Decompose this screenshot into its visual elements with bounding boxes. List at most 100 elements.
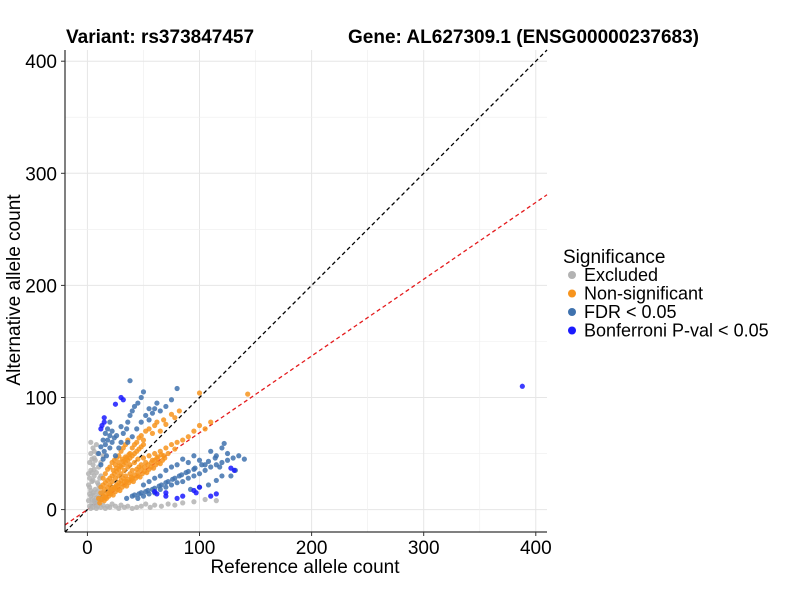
point-fdr-0-05: [185, 459, 191, 466]
point-bonferroni-p-val-0-05: [174, 495, 180, 501]
point-fdr-0-05: [213, 477, 219, 484]
point-excluded: [125, 503, 131, 509]
point-excluded: [158, 503, 164, 509]
point-fdr-0-05: [178, 472, 185, 478]
point-non-significant: [140, 441, 147, 448]
point-fdr-0-05: [101, 448, 107, 454]
point-fdr-0-05: [98, 444, 104, 450]
point-fdr-0-05: [208, 464, 214, 470]
point-non-significant: [174, 439, 180, 445]
point-fdr-0-05: [230, 455, 236, 461]
point-excluded: [191, 499, 197, 505]
point-excluded: [172, 502, 178, 508]
x-tick-label: 300: [408, 538, 440, 559]
point-fdr-0-05: [127, 412, 133, 419]
point-fdr-0-05: [180, 456, 186, 462]
point-fdr-0-05: [140, 389, 147, 395]
point-fdr-0-05: [185, 468, 191, 475]
point-non-significant: [134, 439, 140, 445]
point-bonferroni-p-val-0-05: [231, 467, 237, 473]
point-fdr-0-05: [157, 408, 163, 414]
point-excluded: [85, 482, 92, 488]
point-fdr-0-05: [221, 440, 227, 447]
legend-title: Significance: [563, 247, 665, 268]
point-fdr-0-05: [205, 458, 212, 464]
legend-key-non-significant: [568, 289, 576, 298]
point-excluded: [202, 496, 208, 503]
point-fdr-0-05: [168, 482, 175, 488]
point-excluded: [90, 445, 96, 451]
point-non-significant: [163, 421, 169, 427]
point-excluded: [180, 500, 186, 506]
point-bonferroni-p-val-0-05: [101, 415, 107, 421]
point-fdr-0-05: [165, 478, 171, 485]
point-fdr-0-05: [107, 419, 113, 425]
point-non-significant: [140, 455, 147, 461]
legend-label-non-significant: Non-significant: [584, 284, 703, 304]
point-fdr-0-05: [241, 456, 247, 462]
point-fdr-0-05: [202, 467, 208, 473]
point-fdr-0-05: [131, 403, 138, 410]
point-fdr-0-05: [163, 467, 169, 473]
point-non-significant: [168, 441, 175, 448]
point-fdr-0-05: [174, 385, 180, 392]
point-fdr-0-05: [100, 437, 106, 443]
data-points: [85, 378, 525, 512]
point-excluded: [147, 504, 153, 510]
point-fdr-0-05: [208, 448, 214, 454]
point-fdr-0-05: [163, 484, 169, 490]
point-excluded: [213, 498, 219, 504]
ratio-reference-line: [64, 194, 548, 526]
y-tick-label: 100: [25, 388, 57, 409]
point-fdr-0-05: [98, 462, 104, 468]
point-non-significant: [107, 464, 113, 470]
point-fdr-0-05: [131, 492, 138, 498]
x-tick-label: 100: [184, 538, 216, 559]
identity-reference-line: [64, 49, 548, 533]
point-fdr-0-05: [143, 412, 149, 419]
point-fdr-0-05: [138, 419, 144, 425]
point-fdr-0-05: [172, 475, 178, 481]
point-fdr-0-05: [154, 400, 160, 406]
point-fdr-0-05: [124, 495, 130, 501]
point-non-significant: [124, 455, 130, 461]
reference-lines: [64, 49, 548, 533]
point-non-significant: [152, 450, 158, 457]
point-fdr-0-05: [212, 455, 218, 461]
point-non-significant: [146, 453, 152, 459]
point-fdr-0-05: [217, 464, 223, 470]
point-fdr-0-05: [138, 394, 144, 401]
point-bonferroni-p-val-0-05: [208, 493, 214, 499]
point-excluded: [87, 459, 93, 466]
point-fdr-0-05: [219, 445, 225, 451]
legend-key-fdr-0-05: [568, 308, 576, 316]
point-non-significant: [127, 462, 133, 468]
point-non-significant: [102, 471, 108, 477]
point-fdr-0-05: [236, 453, 242, 459]
point-fdr-0-05: [127, 378, 133, 384]
point-fdr-0-05: [118, 439, 124, 445]
point-excluded: [134, 504, 140, 510]
point-fdr-0-05: [129, 434, 135, 440]
point-fdr-0-05: [224, 450, 231, 457]
point-non-significant: [131, 459, 138, 466]
point-excluded: [129, 505, 135, 512]
point-fdr-0-05: [112, 453, 119, 459]
point-bonferroni-p-val-0-05: [99, 422, 105, 429]
point-fdr-0-05: [191, 473, 197, 479]
point-excluded: [138, 503, 144, 509]
point-non-significant: [100, 475, 106, 481]
point-bonferroni-p-val-0-05: [193, 490, 199, 496]
point-non-significant: [140, 437, 147, 443]
point-fdr-0-05: [135, 495, 141, 501]
point-fdr-0-05: [124, 426, 130, 432]
x-tick-label: 0: [82, 538, 93, 559]
point-bonferroni-p-val-0-05: [163, 490, 169, 496]
point-fdr-0-05: [102, 430, 108, 436]
point-fdr-0-05: [228, 473, 234, 479]
point-non-significant: [102, 494, 108, 500]
point-fdr-0-05: [145, 487, 151, 494]
point-fdr-0-05: [219, 459, 225, 466]
point-fdr-0-05: [104, 437, 111, 443]
